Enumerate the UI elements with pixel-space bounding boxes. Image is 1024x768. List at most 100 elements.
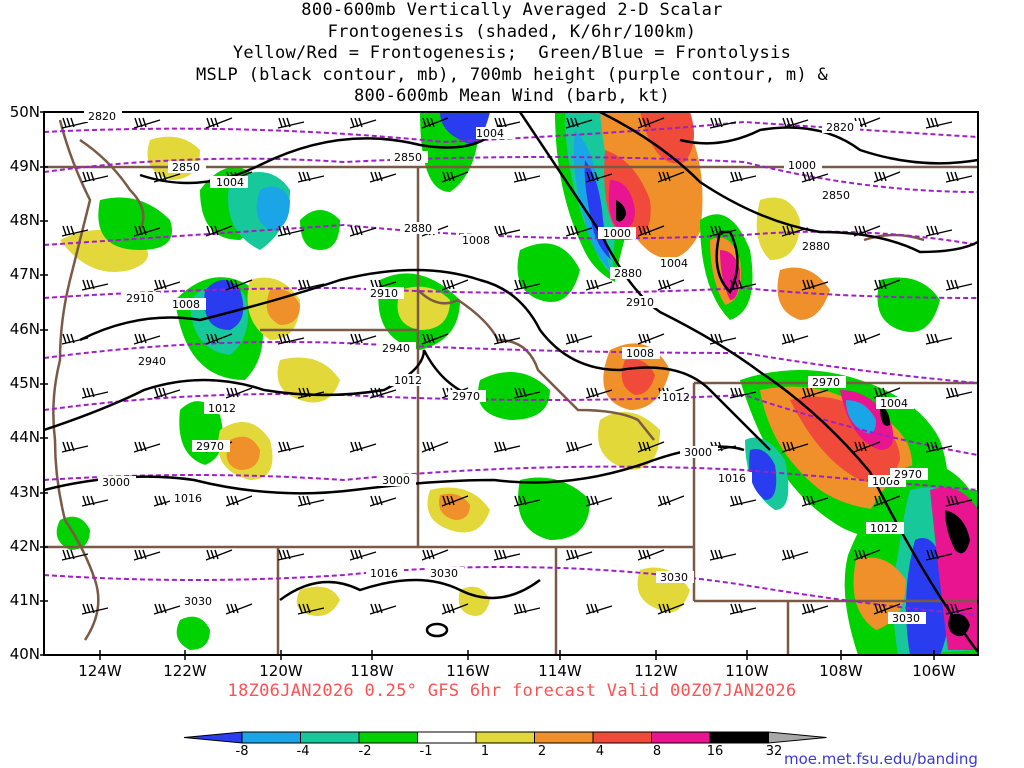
- height-label: 2910: [370, 287, 398, 300]
- lon-label: 118W: [350, 662, 394, 680]
- wind-barb: [493, 225, 521, 237]
- wind-barb: [441, 279, 469, 291]
- colorbar-max-arrow: [768, 731, 827, 744]
- height-label: 3030: [430, 567, 458, 580]
- source-url[interactable]: moe.met.fsu.edu/banding: [784, 750, 978, 768]
- colorbar-swatch: [300, 731, 360, 744]
- wind-barb: [133, 333, 161, 345]
- wind-barb: [205, 225, 233, 237]
- lon-label: 108W: [819, 662, 863, 680]
- wind-barb: [925, 549, 953, 561]
- height-label: 2970: [812, 376, 840, 389]
- lat-label: 50N: [9, 103, 40, 121]
- wind-barb: [729, 603, 757, 615]
- colorbar-label: -4: [296, 744, 310, 759]
- wind-barb: [853, 333, 881, 345]
- wind-barb: [81, 603, 109, 615]
- mslp-label: 1012: [662, 391, 690, 404]
- wind-barb: [421, 117, 449, 129]
- wind-barb: [853, 549, 881, 561]
- wind-barb: [297, 495, 325, 507]
- wind-barb: [493, 549, 521, 561]
- wind-barb: [61, 225, 89, 237]
- colorbar-swatch: [241, 731, 301, 744]
- mslp-contours: [44, 112, 978, 653]
- wind-barb: [441, 603, 469, 615]
- wind-barb: [657, 171, 685, 183]
- wind-barb: [565, 117, 593, 129]
- title-line-1: 800-600mb Vertically Averaged 2-D Scalar: [301, 0, 723, 20]
- wind-barb: [297, 279, 325, 291]
- wind-barb: [513, 603, 541, 615]
- wind-barb: [513, 495, 541, 507]
- height-label: 2910: [126, 292, 154, 305]
- wind-barb: [369, 387, 397, 399]
- mslp-label: 1008: [172, 298, 200, 311]
- wind-barb: [277, 333, 305, 345]
- wind-barb: [873, 279, 901, 291]
- wind-barb: [153, 603, 181, 615]
- wind-barb: [441, 495, 469, 507]
- colorbar-label: 1: [480, 744, 490, 759]
- colorbar-label: 16: [706, 744, 724, 759]
- wind-barb: [133, 117, 161, 129]
- wind-barb: [513, 279, 541, 291]
- height-label: 3000: [684, 446, 712, 459]
- lat-label: 49N: [9, 157, 40, 175]
- wind-barb: [133, 549, 161, 561]
- wind-barb: [873, 171, 901, 183]
- mslp-label: 1012: [208, 402, 236, 415]
- height-label: 2850: [172, 161, 200, 174]
- mslp-label: 1016: [370, 567, 398, 580]
- colorbar-swatch: [709, 731, 769, 744]
- wind-barb: [81, 279, 109, 291]
- wind-barb: [493, 441, 521, 453]
- height-label: 2850: [822, 189, 850, 202]
- wind-barb: [297, 603, 325, 615]
- wind-barb: [369, 279, 397, 291]
- lon-label: 124W: [78, 662, 122, 680]
- colorbar-swatch: [534, 731, 594, 744]
- height-label: 2850: [394, 151, 422, 164]
- wind-barb: [349, 549, 377, 561]
- wind-barb: [153, 171, 181, 183]
- wind-barb: [61, 117, 89, 129]
- wind-barb: [781, 333, 809, 345]
- wind-barb: [565, 333, 593, 345]
- height-label: 2880: [614, 267, 642, 280]
- height-label: 3000: [102, 476, 130, 489]
- wind-barb: [801, 279, 829, 291]
- height-label: 2940: [382, 342, 410, 355]
- title-line-3: Yellow/Red = Frontogenesis; Green/Blue =…: [232, 43, 792, 63]
- height-label: 2970: [452, 390, 480, 403]
- lon-label: 120W: [259, 662, 303, 680]
- valid-time-line: 18Z06JAN2026 0.25° GFS 6hr forecast Vali…: [227, 681, 797, 701]
- wind-barb: [945, 171, 973, 183]
- lon-label: 122W: [163, 662, 207, 680]
- wind-barb: [585, 603, 613, 615]
- wind-barb: [801, 603, 829, 615]
- wind-barb: [781, 441, 809, 453]
- wind-barb: [277, 441, 305, 453]
- mslp-label: 1012: [394, 374, 422, 387]
- wind-barb: [565, 549, 593, 561]
- colorbar-label: 32: [765, 744, 783, 759]
- wind-barb: [225, 603, 253, 615]
- height-label: 2880: [802, 240, 830, 253]
- height-label: 2820: [826, 121, 854, 134]
- wind-barb: [729, 279, 757, 291]
- mslp-label: 1000: [603, 227, 631, 240]
- wind-barbs: [61, 117, 973, 615]
- title-line-4: MSLP (black contour, mb), 700mb height (…: [195, 64, 829, 85]
- wind-barb: [349, 117, 377, 129]
- colorbar: [183, 731, 827, 744]
- wind-barb: [153, 495, 181, 507]
- height-label: 2940: [138, 355, 166, 368]
- mslp-label: 1008: [462, 234, 490, 247]
- lat-label: 43N: [9, 483, 40, 501]
- wind-barb: [297, 171, 325, 183]
- wind-barb: [153, 279, 181, 291]
- lon-label: 110W: [725, 662, 769, 680]
- wind-barb: [853, 225, 881, 237]
